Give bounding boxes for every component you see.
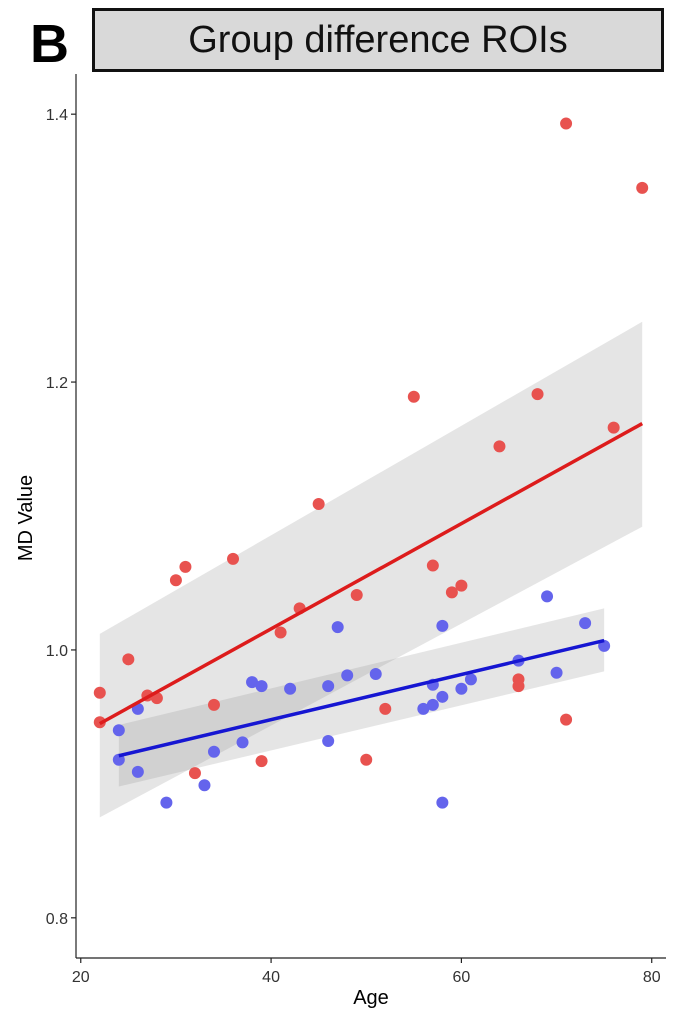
data-point-series-1: [169, 574, 182, 587]
data-points: [93, 117, 649, 809]
fit-line-series-1: [98, 422, 644, 726]
fit-line-series-2: [118, 638, 605, 758]
chart-title: Group difference ROIs: [188, 18, 568, 61]
data-point-series-2: [112, 724, 125, 737]
panel-letter: B: [30, 14, 69, 74]
data-point-series-2: [131, 765, 144, 778]
data-point-series-2: [331, 621, 344, 634]
data-point-series-2: [207, 745, 220, 758]
data-point-series-2: [341, 669, 354, 682]
data-point-series-2: [436, 619, 449, 632]
x-tick-label: 20: [72, 969, 90, 986]
data-point-series-1: [274, 626, 287, 639]
data-point-series-1: [227, 552, 240, 565]
y-tick-label: 1.4: [46, 107, 68, 124]
data-point-series-2: [541, 590, 554, 603]
data-point-series-1: [360, 753, 373, 766]
data-point-series-1: [407, 390, 420, 403]
data-point-series-2: [160, 796, 173, 809]
data-point-series-2: [255, 680, 268, 693]
data-point-series-2: [426, 698, 439, 711]
confidence-band-1: [99, 321, 643, 818]
data-point-series-2: [198, 779, 211, 792]
data-point-series-1: [445, 586, 458, 599]
data-point-series-1: [188, 767, 201, 780]
data-point-series-1: [493, 440, 506, 453]
data-point-series-1: [512, 680, 525, 693]
data-point-series-2: [436, 796, 449, 809]
data-point-series-2: [284, 682, 297, 695]
x-axis-label: Age: [353, 987, 389, 1009]
data-point-series-1: [560, 713, 573, 726]
data-point-series-2: [322, 680, 335, 693]
data-point-series-2: [550, 666, 563, 679]
data-point-series-2: [417, 702, 430, 715]
data-point-series-1: [531, 388, 544, 401]
data-point-series-2: [246, 676, 259, 689]
data-point-series-1: [179, 560, 192, 573]
x-tick-label: 40: [262, 969, 280, 986]
data-point-series-1: [379, 702, 392, 715]
y-tick-label: 1.0: [46, 643, 68, 660]
x-tick-label: 80: [643, 969, 661, 986]
data-point-series-2: [322, 735, 335, 748]
y-axis-label: MD Value: [15, 475, 37, 561]
axes: 20 40 60 80 0.8 1.0 1.2 1.4: [46, 74, 666, 986]
y-tick-label: 0.8: [46, 911, 68, 928]
data-point-series-1: [455, 579, 468, 592]
data-point-series-2: [464, 673, 477, 686]
data-point-series-1: [255, 755, 268, 768]
data-point-series-1: [560, 117, 573, 130]
data-point-series-1: [607, 421, 620, 434]
data-point-series-1: [93, 686, 106, 699]
y-tick-label: 1.2: [46, 375, 68, 392]
data-point-series-2: [455, 682, 468, 695]
data-point-series-1: [426, 559, 439, 572]
data-point-series-2: [369, 668, 382, 681]
data-point-series-2: [436, 690, 449, 703]
data-point-series-1: [312, 497, 325, 510]
data-point-series-1: [350, 589, 363, 602]
data-point-series-1: [122, 653, 135, 666]
data-point-series-1: [207, 698, 220, 711]
data-point-series-2: [236, 736, 249, 749]
data-point-series-2: [579, 617, 592, 630]
chart-title-box: Group difference ROIs: [92, 8, 664, 72]
data-point-series-1: [636, 181, 649, 194]
fit-lines: [98, 422, 644, 758]
x-tick-label: 60: [453, 969, 471, 986]
